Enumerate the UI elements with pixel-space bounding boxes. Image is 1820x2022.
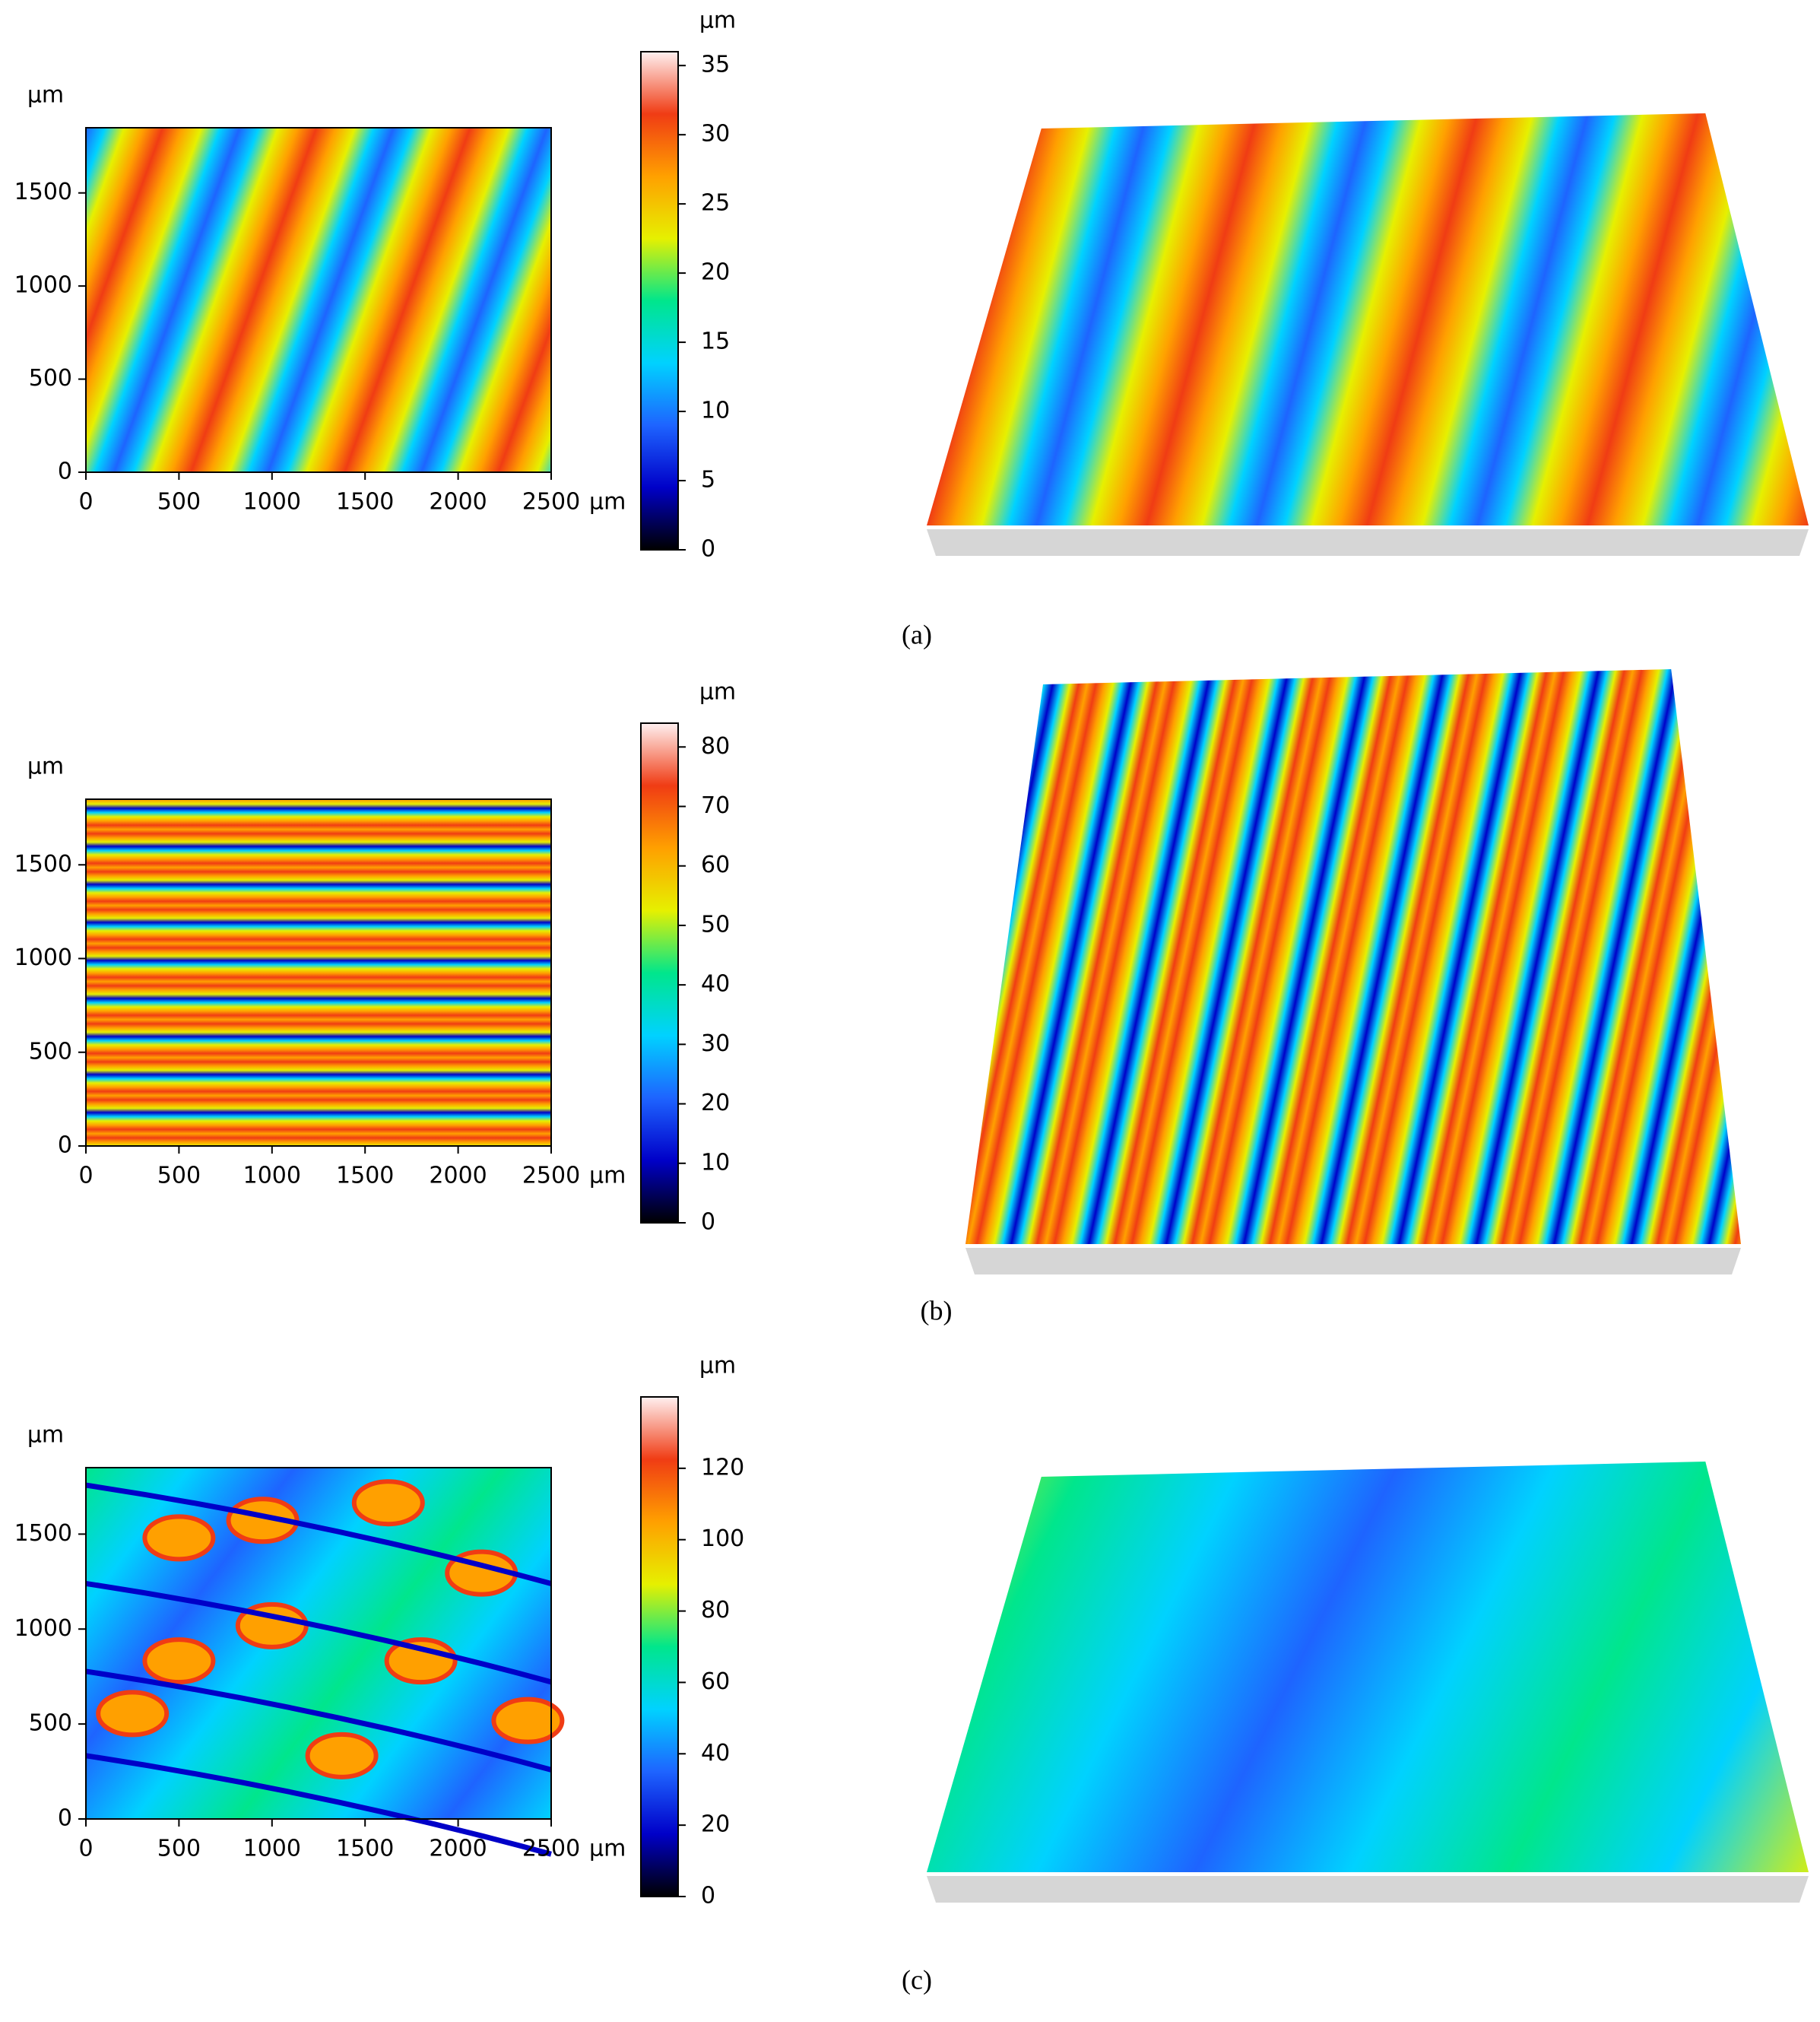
height-map-feature: [142, 1514, 216, 1562]
plot-frame: [85, 1467, 552, 1820]
y-tick-label: 0: [58, 1132, 72, 1159]
y-tick-label: 500: [29, 365, 72, 392]
x-tick-label: 500: [157, 489, 201, 516]
height-map-feature: [142, 1637, 216, 1685]
x-tick-label: 1500: [336, 1836, 394, 1862]
colorbar-tick-label: 35: [701, 52, 730, 78]
panel-caption: (c): [902, 1964, 932, 1995]
colorbar-tick-label: 120: [701, 1454, 744, 1481]
colorbar-tick-label: 20: [701, 259, 730, 286]
colorbar-tick-label: 20: [701, 1811, 730, 1838]
colorbar-tick-label: 0: [701, 536, 715, 563]
panel-caption: (b): [921, 1295, 953, 1325]
x-tick-label: 0: [78, 1163, 93, 1189]
height-map-groove: [85, 1753, 552, 1857]
height-map: [86, 128, 551, 472]
colorbar-tick-label: 100: [701, 1525, 744, 1552]
y-tick-label: 1000: [14, 272, 72, 299]
height-map: [86, 799, 551, 1146]
colorbar-tick-label: 80: [701, 1597, 730, 1624]
height-map-feature: [305, 1732, 379, 1779]
x-tick-label: 0: [78, 1836, 93, 1862]
colorbar: [640, 722, 679, 1224]
surface-3d: [927, 1462, 1809, 1872]
panel-caption: (a): [902, 619, 932, 649]
x-tick-label: 2000: [429, 1163, 487, 1189]
x-tick-label: 2500: [522, 489, 580, 516]
x-tick-label: 2500: [522, 1163, 580, 1189]
x-tick-label: 1000: [243, 1163, 301, 1189]
colorbar-tick-label: 10: [701, 1149, 730, 1176]
colorbar-tick-label: 15: [701, 329, 730, 355]
height-map-groove: [85, 1482, 552, 1586]
colorbar-tick-label: 80: [701, 733, 730, 760]
y-tick-label: 500: [29, 1038, 72, 1065]
y-tick-label: 1000: [14, 944, 72, 971]
x-tick-label: 2000: [429, 489, 487, 516]
y-axis-unit: µm: [27, 754, 64, 780]
colorbar: [640, 1396, 679, 1897]
colorbar-tick-label: 0: [701, 1883, 715, 1909]
x-tick-label: 2000: [429, 1836, 487, 1862]
y-tick-label: 1000: [14, 1615, 72, 1642]
y-tick-label: 500: [29, 1710, 72, 1737]
x-tick-label: 1000: [243, 1836, 301, 1862]
y-tick-label: 0: [58, 459, 72, 485]
height-map-groove: [85, 1668, 552, 1773]
colorbar-tick-label: 50: [701, 911, 730, 938]
colorbar-tick-label: 40: [701, 971, 730, 998]
x-tick-label: 500: [157, 1836, 201, 1862]
height-map-feature: [384, 1637, 458, 1685]
colorbar-unit: µm: [699, 679, 736, 706]
x-tick-label: 0: [78, 489, 93, 516]
plot-frame: [85, 127, 552, 473]
x-axis-unit: µm: [589, 489, 626, 516]
colorbar-unit: µm: [699, 8, 736, 34]
colorbar-tick-label: 70: [701, 792, 730, 819]
height-map-groove: [85, 1580, 552, 1685]
x-tick-label: 2500: [522, 1836, 580, 1862]
colorbar-tick-label: 20: [701, 1090, 730, 1116]
height-map-feature: [491, 1697, 565, 1744]
colorbar-tick-label: 0: [701, 1209, 715, 1236]
colorbar-tick-label: 30: [701, 1030, 730, 1057]
colorbar-tick-label: 10: [701, 398, 730, 424]
y-tick-label: 1500: [14, 179, 72, 205]
y-tick-label: 1500: [14, 851, 72, 878]
colorbar-tick-label: 60: [701, 852, 730, 878]
x-tick-label: 500: [157, 1163, 201, 1189]
colorbar-tick-label: 40: [701, 1740, 730, 1766]
colorbar-tick-label: 5: [701, 467, 715, 494]
x-axis-unit: µm: [589, 1163, 626, 1189]
surface-base: [927, 1876, 1809, 1903]
surface-base: [965, 1248, 1741, 1274]
height-map-feature: [351, 1479, 425, 1527]
colorbar-tick-label: 30: [701, 121, 730, 148]
y-tick-label: 1500: [14, 1520, 72, 1547]
colorbar-tick-label: 60: [701, 1668, 730, 1695]
colorbar-unit: µm: [699, 1353, 736, 1379]
height-map-feature: [96, 1690, 170, 1738]
x-tick-label: 1500: [336, 1163, 394, 1189]
y-axis-unit: µm: [27, 1422, 64, 1449]
colorbar-tick-label: 25: [701, 190, 730, 217]
surface-base: [927, 529, 1809, 556]
colorbar: [640, 51, 679, 551]
y-axis-unit: µm: [27, 82, 64, 109]
surface-3d: [927, 113, 1809, 525]
x-axis-unit: µm: [589, 1836, 626, 1862]
x-tick-label: 1500: [336, 489, 394, 516]
surface-3d: [965, 669, 1741, 1244]
x-tick-label: 1000: [243, 489, 301, 516]
plot-frame: [85, 798, 552, 1147]
y-tick-label: 0: [58, 1805, 72, 1832]
